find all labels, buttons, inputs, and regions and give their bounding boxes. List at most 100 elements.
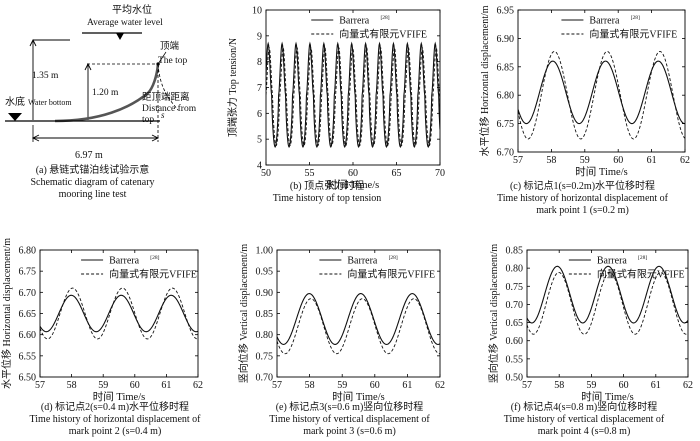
caption-f: (f) 标记点4(s=0.8 m)竖向位移时程 Time history of … (468, 402, 700, 438)
x-tick-label: 60 (370, 380, 380, 391)
y-tick-label: 0.90 (256, 288, 274, 299)
legend-ref: [28] (380, 15, 389, 21)
bottom-label-cn: 水底 (5, 95, 25, 108)
chart-panel-e: 57 58 59 60 61 62 0.70 0.75 0.80 0.85 0.90 0.95 1.00… (237, 244, 445, 403)
series-line-barrera (527, 265, 688, 324)
y-tick-label: 6.80 (19, 246, 37, 257)
y-tick-label: 6.80 (497, 91, 515, 102)
dim-1-35: 1.35 m (32, 71, 59, 81)
x-tick-label: 59 (337, 380, 347, 391)
schematic-diagram: 平均水位 Average water level 1.35 m 1.20 m 顶… (5, 3, 197, 161)
y-tick-label: 9 (257, 31, 262, 42)
x-tick-label: 50 (261, 168, 271, 179)
x-tick-label: 57 (272, 380, 282, 391)
y-tick-label: 6.70 (19, 288, 37, 299)
x-axis-label: 时间 Time/s (93, 390, 145, 403)
caption-a: (a) 悬链式锚泊线试验示意 Schematic diagram of cate… (0, 165, 185, 201)
y-tick-label: 0.95 (256, 267, 274, 278)
series-line-vfife (277, 298, 440, 355)
x-tick-label: 62 (193, 380, 203, 391)
avg-level-en: Average water level (87, 18, 163, 28)
y-tick-label: 6.85 (497, 62, 515, 73)
avg-level-cn: 平均水位 (112, 3, 152, 16)
dist-label-en-2: top (142, 115, 154, 125)
water-bottom-marker-icon (8, 113, 22, 121)
caption-e-line3: mark point 3 (s=0.6 m) (303, 426, 396, 437)
series-line-barrera (277, 293, 440, 345)
legend-label: Barrera (589, 16, 620, 27)
chart-panel-f: 57 58 59 60 61 62 0.50 0.55 0.60 0.65 0.70 0.75 0.80… (487, 244, 693, 403)
y-axis-label: 水平位移 Horizontal displacement/m (478, 5, 491, 156)
caption-b-line2: Time history of top tension (272, 193, 382, 204)
x-tick-label: 62 (680, 155, 690, 166)
x-tick-label: 65 (392, 168, 402, 179)
y-tick-label: 6.90 (497, 34, 515, 45)
arrow-up-icon (29, 38, 37, 47)
legend-label: 向量式有限元VFIFE (339, 28, 427, 41)
y-axis-label: 竖向位移 Vertical displacement/m (487, 244, 500, 384)
y-tick-label: 0.70 (506, 300, 524, 311)
x-tick-label: 57 (522, 380, 532, 391)
x-tick-label: 60 (130, 380, 140, 391)
x-tick-label: 58 (546, 155, 556, 166)
y-tick-label: 5 (257, 135, 262, 146)
y-tick-label: 10 (252, 6, 262, 17)
dim-6-97: 6.97 m (75, 150, 103, 161)
x-tick-label: 58 (305, 380, 315, 391)
caption-a-line3: mooring line test (58, 189, 127, 200)
chart-panel-d: 57 58 59 60 61 62 6.50 6.55 6.60 6.65 6.70 6.75 6.80… (0, 238, 203, 403)
legend-label: 向量式有限元VFIFE (347, 268, 435, 281)
arrow-right-icon (151, 134, 160, 142)
y-tick-label: 0.60 (506, 336, 524, 347)
y-tick-label: 6.75 (497, 119, 515, 130)
y-tick-label: 0.50 (506, 373, 524, 384)
plot-frame (517, 9, 686, 153)
caption-a-line1: (a) 悬链式锚泊线试验示意 (35, 165, 150, 176)
y-axis-label: 竖向位移 Vertical displacement/m (237, 244, 250, 384)
dim-1-20: 1.20 m (92, 88, 119, 98)
x-tick-label: 62 (435, 380, 445, 391)
mooring-line-curve (54, 63, 160, 123)
dist-label-s: s (161, 110, 165, 120)
water-level-marker-icon (116, 33, 124, 40)
legend-label: Barrera (347, 256, 378, 267)
x-axis-label: 时间 Time/s (327, 178, 379, 191)
x-tick-label: 57 (35, 380, 45, 391)
legend-ref: [28] (389, 255, 398, 261)
y-tick-label: 6.70 (497, 148, 515, 159)
y-axis-label: 水平位移 Horizontal displacement/m (0, 238, 13, 389)
series-line-barrera (40, 294, 198, 333)
plot-frame (526, 249, 689, 378)
y-tick-label: 0.80 (256, 330, 274, 341)
y-tick-label: 0.55 (506, 354, 524, 365)
caption-d: (d) 标记点2(s=0.4 m)水平位移时程 Time history of … (0, 402, 230, 438)
caption-d-line2: Time history of horizontal displacement … (29, 414, 201, 425)
y-tick-label: 6 (257, 109, 262, 120)
y-axis-label: 顶端张力 Top tension/N (226, 38, 239, 137)
caption-e-line2: Time history of vertical displacement of (269, 414, 430, 425)
y-tick-label: 1.00 (256, 246, 274, 257)
series-line-barrera (518, 60, 685, 125)
y-tick-label: 4 (257, 161, 262, 172)
y-tick-label: 6.75 (19, 267, 37, 278)
x-tick-label: 60 (619, 380, 629, 391)
y-tick-label: 0.85 (506, 246, 524, 257)
chart-panel-b: 50 55 60 65 70 4 5 6 7 8 9 10 时间 Time/s 顶端张力 Top tens… (226, 6, 445, 192)
y-tick-label: 6.55 (19, 351, 37, 362)
x-tick-label: 60 (348, 168, 358, 179)
chart-panel-c: 57 58 59 60 61 62 6.70 6.75 6.80 6.85 6.90 6.95 时间 T… (478, 5, 690, 178)
x-tick-label: 61 (651, 380, 661, 391)
caption-b-line1: (b) 顶点张力时程 (289, 181, 365, 192)
bottom-label-en: Water bottom (28, 98, 72, 107)
y-tick-label: 6.65 (19, 309, 37, 320)
x-axis-label: 时间 Time/s (575, 165, 627, 178)
legend-label: 向量式有限元VFIFE (109, 268, 197, 281)
caption-b: (b) 顶点张力时程 Time history of top tension (222, 181, 432, 205)
x-tick-label: 57 (513, 155, 523, 166)
top-label-leader (157, 51, 167, 65)
caption-a-line2: Schematic diagram of catenary (30, 177, 155, 188)
legend-ref: [28] (150, 255, 159, 261)
series-line-barrera (266, 41, 440, 148)
arrow-left-icon (31, 134, 40, 142)
caption-f-line1: (f) 标记点4(s=0.8 m)竖向位移时程 (510, 402, 658, 413)
